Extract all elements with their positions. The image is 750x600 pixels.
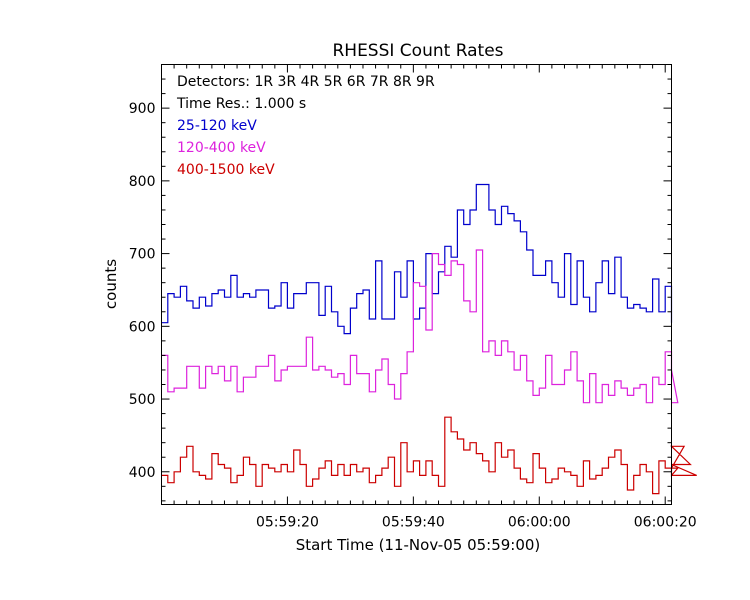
detectors-annotation: Detectors: 1R 3R 4R 5R 6R 7R 8R 9R bbox=[177, 74, 435, 90]
axis-layer: 05:59:20 05:59:40 06:00:00 06:00:20 400 500 60… bbox=[129, 64, 697, 531]
y-axis-label: counts bbox=[102, 259, 120, 309]
plot-frame bbox=[161, 64, 672, 505]
y-tick-label: 800 bbox=[129, 174, 156, 190]
y-tick-label: 600 bbox=[129, 319, 156, 335]
x-axis-label: Start Time (11-Nov-05 05:59:00) bbox=[296, 536, 541, 554]
y-tick-label: 700 bbox=[129, 247, 156, 263]
series-line-1 bbox=[161, 249, 679, 404]
y-tick-label: 500 bbox=[129, 392, 156, 408]
legend-400-1500-kev: 400-1500 keV bbox=[177, 162, 275, 178]
series-line-0 bbox=[161, 183, 673, 335]
legend-120-400-kev: 120-400 keV bbox=[177, 140, 266, 156]
legend-25-120-kev: 25-120 keV bbox=[177, 118, 257, 134]
series-line-2 bbox=[161, 416, 697, 495]
x-tick-label: 05:59:40 bbox=[382, 515, 445, 531]
y-tick-label: 900 bbox=[129, 101, 156, 117]
time-resolution-annotation: Time Res.: 1.000 s bbox=[176, 96, 306, 112]
chart-title: RHESSI Count Rates bbox=[332, 41, 503, 61]
x-tick-label: 05:59:20 bbox=[256, 515, 319, 531]
x-tick-label: 06:00:20 bbox=[634, 515, 697, 531]
x-tick-label: 06:00:00 bbox=[508, 515, 571, 531]
y-tick-label: 400 bbox=[129, 465, 156, 481]
series-layer bbox=[161, 183, 697, 495]
